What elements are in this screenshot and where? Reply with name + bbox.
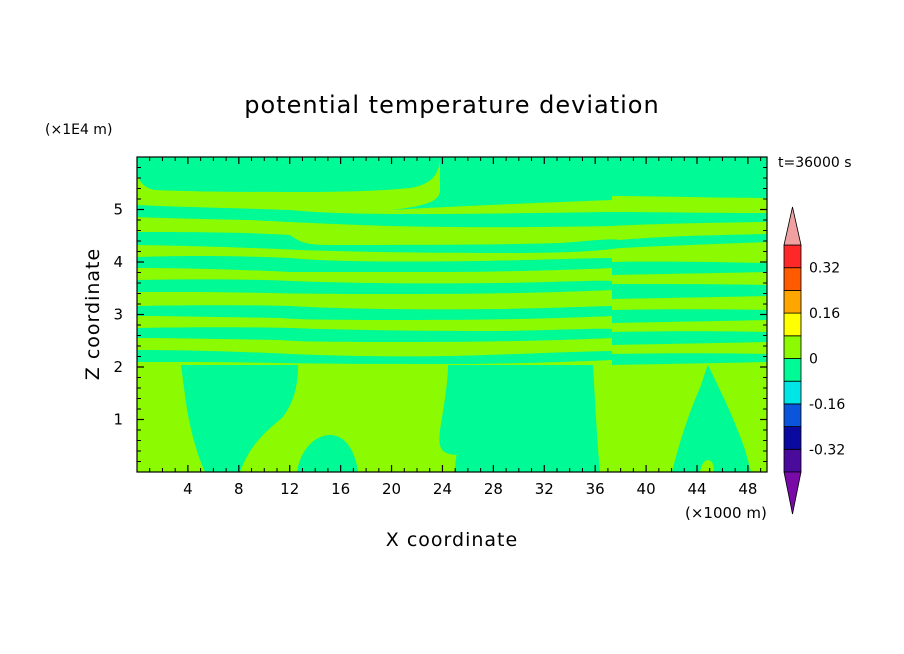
x-tick-label: 48 — [738, 480, 757, 498]
region-neg — [137, 327, 612, 342]
x-unit-label: (×1000 m) — [685, 504, 767, 522]
y-tick-label: 2 — [113, 358, 123, 376]
region-neg — [612, 284, 767, 299]
region-neg — [390, 157, 612, 210]
region-neg — [137, 256, 612, 272]
x-tick-label: 40 — [637, 480, 656, 498]
region-neg — [297, 435, 358, 472]
region-neg — [137, 232, 767, 253]
colorbar-bin — [783, 358, 802, 382]
time-label: t=36000 s — [778, 155, 852, 171]
region-neg — [612, 309, 767, 323]
region-neg — [672, 365, 751, 472]
y-axis: 1 2 3 4 5 — [113, 167, 767, 462]
region-neg — [137, 350, 612, 364]
colorbar-bin — [783, 312, 802, 337]
region-neg — [612, 353, 767, 365]
y-unit-label: (×1E4 m) — [45, 122, 112, 138]
x-tick-label: 8 — [234, 480, 244, 498]
region-neg — [137, 279, 612, 294]
colorbar-bin — [783, 244, 802, 269]
x-axis: 4 8 12 16 20 24 28 32 36 40 44 48 — [136, 157, 762, 498]
colorbar-bin — [783, 380, 802, 405]
x-tick-label: 24 — [433, 480, 452, 498]
colorbar-bin — [783, 448, 802, 473]
region-neg — [137, 205, 767, 228]
x-tick-label: 12 — [280, 480, 299, 498]
chart-title: potential temperature deviation — [244, 91, 659, 119]
y-tick-label: 4 — [113, 253, 123, 271]
colorbar-label: -0.32 — [809, 442, 845, 458]
region-neg — [612, 331, 767, 345]
region-neg — [290, 157, 440, 192]
region-neg — [612, 261, 767, 275]
region-pos — [700, 460, 714, 472]
contour-field — [137, 157, 767, 472]
colorbar-bin — [783, 289, 802, 314]
x-tick-label: 44 — [687, 480, 706, 498]
colorbar-bin — [783, 426, 802, 450]
x-tick-label: 16 — [331, 480, 350, 498]
x-tick-label: 28 — [484, 480, 503, 498]
colorbar-bin — [783, 403, 802, 427]
region-neg — [137, 157, 290, 192]
y-tick-label: 5 — [113, 201, 123, 219]
y-tick-label: 3 — [113, 306, 123, 324]
colorbar-label: 0.32 — [809, 261, 840, 277]
colorbar-bin — [783, 335, 802, 359]
x-tick-label: 36 — [586, 480, 605, 498]
colorbar-bin — [783, 267, 802, 291]
colorbar-label: -0.16 — [809, 397, 845, 413]
colorbar: -0.32 -0.16 0 0.16 0.32 — [783, 206, 845, 515]
x-tick-label: 32 — [535, 480, 554, 498]
region-neg — [505, 451, 523, 472]
y-tick-label: 1 — [113, 411, 123, 429]
region-neg — [137, 305, 612, 320]
colorbar-label: 0.16 — [809, 306, 840, 322]
y-axis-label: Z coordinate — [82, 248, 104, 380]
x-axis-label: X coordinate — [386, 529, 518, 551]
x-tick-label: 4 — [183, 480, 193, 498]
colorbar-under-arrow — [783, 471, 802, 515]
colorbar-label: 0 — [809, 352, 818, 368]
colorbar-over-arrow — [783, 206, 802, 246]
region-neg — [612, 157, 767, 198]
region-neg — [455, 429, 490, 472]
region-neg — [181, 365, 298, 472]
x-tick-label: 20 — [382, 480, 401, 498]
